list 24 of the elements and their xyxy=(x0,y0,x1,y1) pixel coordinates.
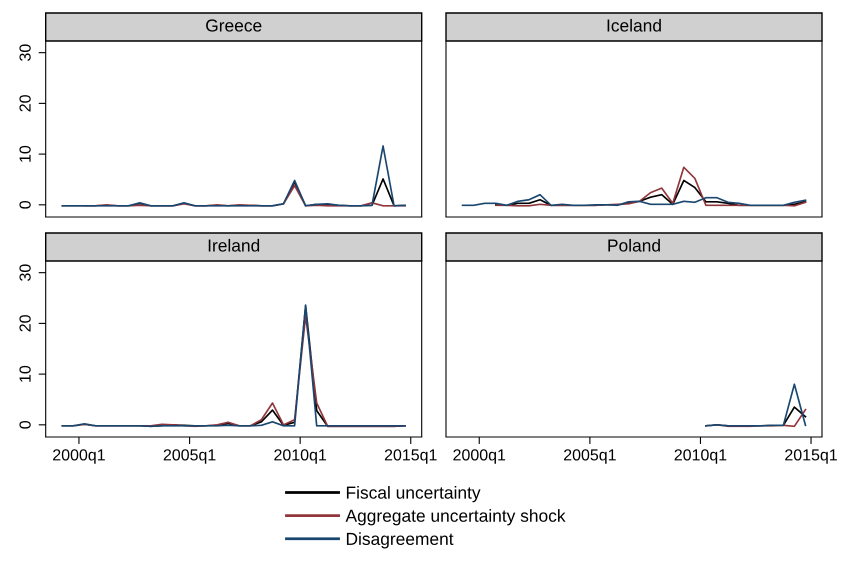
x-tick-label: 2010q1 xyxy=(274,449,326,464)
legend-label: Fiscal uncertainty xyxy=(346,486,481,502)
x-tick-label: 2005q1 xyxy=(164,449,216,464)
x-tick-label: 2010q1 xyxy=(674,449,726,464)
legend-label: Disagreement xyxy=(346,532,454,548)
chart-title: Poland xyxy=(608,238,660,252)
legend-label: Aggregate uncertainty shock xyxy=(346,509,566,526)
y-tick-label: 20 xyxy=(19,95,31,112)
x-tick-label: 2005q1 xyxy=(564,449,616,464)
y-tick-label: 20 xyxy=(19,315,31,332)
y-tick-label: 0 xyxy=(19,421,31,429)
y-tick-label: 0 xyxy=(19,201,31,209)
x-tick-label: 2000q1 xyxy=(53,449,105,464)
y-tick-label: 10 xyxy=(19,146,31,162)
line-series xyxy=(61,145,406,207)
chart-title: Ireland xyxy=(208,238,260,252)
chart-title: Iceland xyxy=(608,18,661,32)
y-tick-label: 10 xyxy=(19,366,31,382)
x-tick-label: 2000q1 xyxy=(453,449,506,464)
x-tick-label: 2015q1 xyxy=(785,449,837,464)
chart-title: Greece xyxy=(206,19,262,32)
y-tick-label: 30 xyxy=(19,44,31,61)
y-tick-label: 30 xyxy=(19,264,31,281)
x-tick-label: 2015q1 xyxy=(384,449,437,464)
